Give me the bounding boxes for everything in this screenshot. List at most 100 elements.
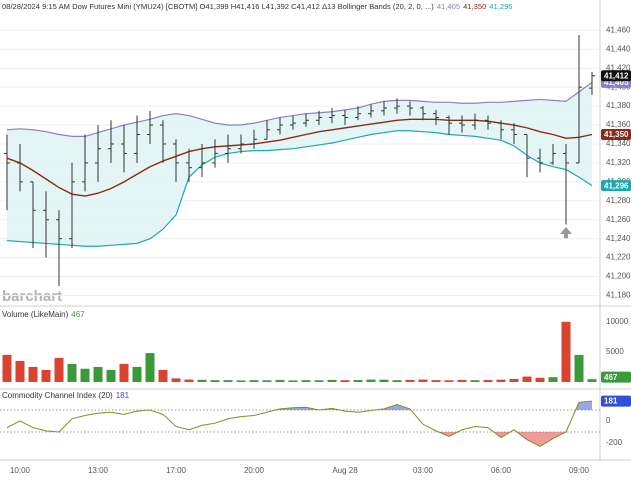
- volume-bar: [223, 380, 233, 382]
- volume-bar: [210, 380, 220, 382]
- volume-bar: [379, 379, 389, 382]
- y-tick-label: 5000: [606, 347, 624, 356]
- volume-bar: [418, 379, 428, 382]
- volume-bar: [132, 366, 142, 382]
- middle-badge-bg: [601, 129, 631, 141]
- close-badge: 41,412: [604, 71, 629, 80]
- volume-bar: [457, 379, 467, 382]
- volume-bar: [496, 379, 506, 382]
- volume-bar: [392, 380, 402, 382]
- y-tick-label: 41,280: [606, 196, 631, 205]
- y-tick-label: 41,180: [606, 291, 631, 300]
- overbought-fill: [7, 401, 592, 410]
- volume-bar: [353, 380, 363, 382]
- volume-bar: [574, 354, 584, 382]
- volume-bar: [262, 380, 272, 382]
- volume-bar: [522, 376, 532, 382]
- cci-badge: 181: [604, 397, 618, 406]
- volume-bar: [366, 379, 376, 382]
- volume-bar: [483, 380, 493, 382]
- cci-badge-bg: [601, 395, 631, 407]
- header-lower: 41,296: [489, 2, 512, 11]
- volume-bar: [41, 369, 51, 382]
- y-tick-label: 41,320: [606, 158, 631, 167]
- header-upper: 41,405: [437, 2, 460, 11]
- x-tick-label: 10:00: [10, 466, 31, 475]
- volume-badge: 467: [604, 373, 618, 382]
- y-tick-label: 41,360: [606, 120, 631, 129]
- lower-badge-bg: [601, 180, 631, 192]
- panel-header: Volume (LikeMain) 467: [2, 310, 85, 319]
- middle-badge: 41,350: [604, 130, 629, 139]
- band-lower: [6, 130, 593, 247]
- volume-bar: [93, 366, 103, 382]
- x-tick-label: 17:00: [166, 466, 187, 475]
- close-badge-bg: [601, 70, 631, 82]
- volume-bar: [314, 380, 324, 382]
- volume-bar: [431, 380, 441, 382]
- y-tick-label: 41,380: [606, 101, 631, 110]
- panel-header: Commodity Channel Index (20) 181: [2, 391, 130, 400]
- cci-line: [6, 400, 593, 447]
- volume-bar: [548, 377, 558, 382]
- y-tick-label: 41,220: [606, 253, 631, 262]
- y-tick-label: 10000: [606, 317, 629, 326]
- panel-title: Volume (LikeMain): [2, 310, 69, 319]
- volume-bar: [535, 377, 545, 382]
- volume-bar: [249, 380, 259, 382]
- y-tick-label: 41,260: [606, 215, 631, 224]
- panel-last-value: 181: [116, 391, 130, 400]
- volume-bar: [197, 379, 207, 382]
- x-tick-label: 09:00: [569, 466, 590, 475]
- y-tick-label: 41,240: [606, 234, 631, 243]
- header-middle: 41,350: [463, 2, 486, 11]
- volume-bar: [301, 380, 311, 382]
- x-tick-label: 20:00: [244, 466, 265, 475]
- volume-bar: [28, 366, 38, 382]
- volume-bar: [288, 380, 298, 382]
- y-tick-label: 41,420: [606, 63, 631, 72]
- chart-header: 08/28/2024 9:15 AM Dow Futures Mini (YMU…: [2, 2, 513, 11]
- y-tick-label: 41,460: [606, 25, 631, 34]
- arrow-icon: [560, 227, 572, 239]
- volume-bar: [327, 379, 337, 382]
- volume-bar: [275, 380, 285, 382]
- y-tick-label: 41,440: [606, 44, 631, 53]
- chart-title: 08/28/2024 9:15 AM Dow Futures Mini (YMU…: [2, 2, 434, 11]
- panel-title: Commodity Channel Index (20): [2, 391, 113, 400]
- y-tick-label: 41,200: [606, 272, 631, 281]
- y-tick-label: 0: [606, 416, 611, 425]
- volume-bar: [54, 357, 64, 382]
- band-middle: [6, 118, 593, 197]
- volume-bar: [470, 380, 480, 382]
- y-tick-label: 41,340: [606, 139, 631, 148]
- volume-badge-bg: [601, 371, 631, 383]
- volume-bar: [587, 379, 597, 382]
- volume-bar: [405, 379, 415, 382]
- volume-bar: [15, 360, 25, 382]
- volume-bar: [184, 379, 194, 382]
- lower-badge: 41,296: [604, 181, 629, 190]
- x-tick-label: 03:00: [413, 466, 434, 475]
- x-tick-label: 06:00: [491, 466, 512, 475]
- volume-bar: [340, 380, 350, 382]
- band-fill: [7, 82, 592, 247]
- volume-bar: [2, 354, 12, 382]
- y-tick-label: -200: [606, 438, 623, 447]
- volume-bar: [119, 363, 129, 382]
- volume-bar: [509, 378, 519, 382]
- watermark: barchart: [2, 288, 62, 305]
- volume-bar: [106, 369, 116, 382]
- volume-bar: [236, 380, 246, 382]
- band-upper: [6, 81, 593, 137]
- upper-badge: 41,405: [604, 78, 629, 87]
- volume-bar: [171, 378, 181, 382]
- volume-bar: [561, 321, 571, 382]
- x-tick-label: 13:00: [88, 466, 109, 475]
- oversold-fill: [438, 432, 566, 447]
- volume-bar: [145, 353, 155, 382]
- volume-bar: [158, 369, 168, 382]
- panel-last-value: 467: [71, 310, 85, 319]
- volume-bar: [67, 363, 77, 382]
